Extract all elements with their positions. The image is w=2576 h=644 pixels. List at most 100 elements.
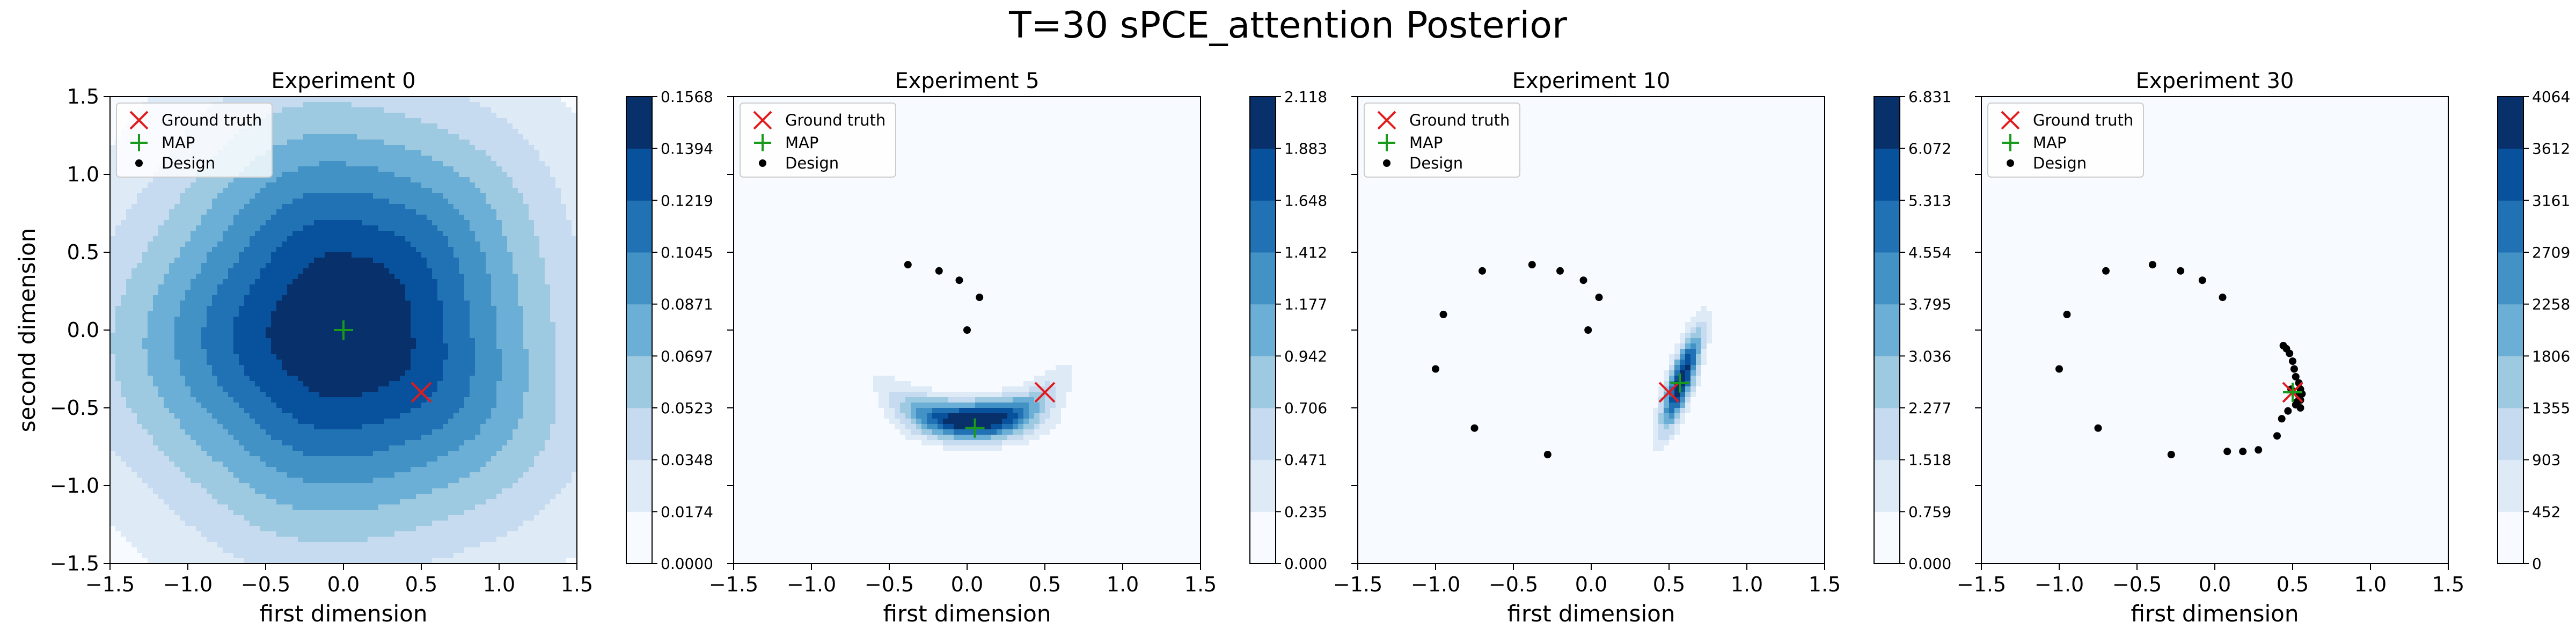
contour-cell (416, 220, 422, 226)
contour-cell (153, 97, 159, 103)
contour-cell (298, 215, 304, 221)
contour-cell (534, 349, 540, 355)
contour-cell (276, 199, 282, 204)
contour-cell (158, 360, 164, 365)
contour-cell (341, 354, 347, 360)
contour-cell (169, 258, 175, 264)
contour-cell (443, 343, 449, 349)
contour-cell (223, 199, 229, 204)
contour-cell (352, 354, 357, 360)
contour-cell (346, 386, 352, 392)
contour-cell (158, 209, 164, 215)
contour-cell (196, 199, 202, 204)
contour-cell (513, 386, 518, 392)
contour-cell (545, 172, 551, 178)
contour-cell (325, 188, 331, 194)
contour-cell (319, 274, 325, 280)
contour-cell (158, 317, 164, 323)
contour-cell (443, 295, 449, 301)
contour-cell (223, 188, 229, 194)
contour-cell (539, 241, 545, 247)
contour-cell (352, 397, 357, 403)
contour-cell (357, 220, 363, 226)
contour-cell (534, 327, 540, 333)
contour-cell (550, 188, 556, 194)
contour-cell (378, 177, 384, 183)
contour-cell (470, 268, 475, 274)
contour-cell (555, 247, 561, 253)
contour-cell (432, 199, 438, 204)
contour-cell (502, 274, 508, 280)
contour-cell (534, 172, 540, 178)
contour-cell (250, 365, 255, 371)
contour-cell (271, 284, 277, 290)
contour-cell (427, 360, 433, 365)
contour-cell (373, 327, 379, 333)
contour-cell (378, 381, 384, 387)
contour-cell (357, 376, 363, 382)
contour-cell (319, 220, 325, 226)
contour-cell (539, 236, 545, 242)
contour-cell (400, 360, 406, 365)
contour-cell (180, 241, 186, 247)
contour-cell (480, 376, 486, 382)
contour-cell (137, 220, 143, 226)
contour-cell (502, 225, 508, 231)
contour-cell (362, 386, 368, 392)
contour-cell (464, 156, 470, 162)
contour-cell (373, 392, 379, 398)
contour-cell (394, 236, 400, 242)
contour-cell (475, 231, 481, 237)
contour-cell (158, 220, 164, 226)
contour-cell (561, 317, 567, 323)
contour-cell (196, 204, 202, 210)
contour-cell (282, 247, 288, 253)
contour-cell (158, 397, 164, 403)
contour-cell (233, 360, 239, 365)
contour-cell (330, 274, 336, 280)
contour-cell (303, 193, 309, 199)
contour-cell (303, 177, 309, 183)
contour-cell (394, 279, 400, 285)
contour-cell (153, 327, 159, 333)
contour-cell (335, 252, 341, 258)
contour-cell (513, 182, 518, 188)
contour-cell (566, 381, 572, 387)
contour-cell (319, 290, 325, 296)
contour-cell (491, 123, 497, 129)
contour-cell (529, 199, 535, 204)
contour-cell (126, 215, 132, 221)
contour-cell (212, 263, 218, 269)
contour-cell (470, 295, 475, 301)
contour-cell (201, 199, 207, 204)
contour-cell (518, 150, 524, 156)
contour-cell (250, 268, 255, 274)
contour-cell (572, 381, 577, 387)
contour-cell (303, 241, 309, 247)
contour-cell (185, 231, 191, 237)
contour-cell (555, 225, 561, 231)
contour-cell (223, 268, 229, 274)
contour-cell (191, 386, 196, 392)
contour-cell (394, 370, 400, 376)
contour-cell (394, 338, 400, 344)
contour-cell (239, 360, 245, 365)
contour-cell (319, 118, 325, 124)
contour-cell (513, 123, 518, 129)
contour-cell (121, 268, 127, 274)
contour-cell (529, 365, 535, 371)
contour-cell (405, 236, 411, 242)
contour-cell (491, 370, 497, 376)
contour-cell (453, 102, 459, 108)
contour-cell (325, 236, 331, 242)
contour-cell (158, 349, 164, 355)
contour-cell (491, 220, 497, 226)
contour-cell (502, 193, 508, 199)
contour-cell (432, 274, 438, 280)
contour-cell (298, 376, 304, 382)
contour-cell (207, 370, 213, 376)
contour-cell (566, 172, 572, 178)
contour-cell (572, 290, 577, 296)
contour-cell (362, 113, 368, 119)
contour-cell (534, 290, 540, 296)
